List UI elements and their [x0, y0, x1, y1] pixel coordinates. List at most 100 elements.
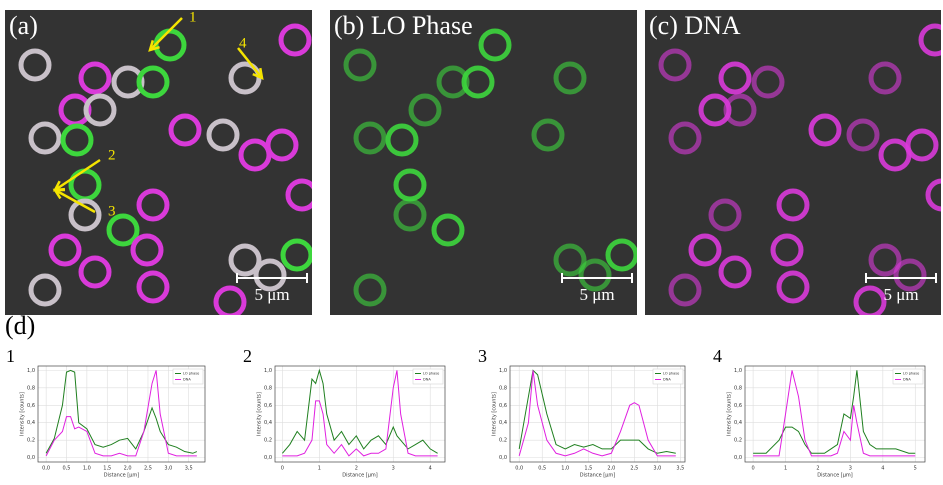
y-tick-label: 0,6	[734, 403, 742, 409]
data-line	[753, 370, 916, 454]
y-tick-label: 0,2	[264, 438, 272, 444]
chart-title: 3	[478, 346, 487, 366]
x-tick-label: 1	[318, 466, 321, 472]
arrow	[149, 17, 183, 51]
cell	[553, 243, 587, 277]
x-tick-label: 0,5	[538, 466, 546, 472]
cell	[28, 273, 62, 307]
chart: 2 0,0 0,2 0,4 0,6 0,8 1,0 0 1 2 3 4 Distance [µm] Int…	[243, 346, 446, 479]
y-tick-label: 0,2	[499, 438, 507, 444]
cell	[28, 121, 62, 155]
cell	[688, 233, 722, 267]
cell	[280, 238, 312, 272]
cell	[213, 285, 247, 315]
chart-title: 4	[713, 346, 722, 366]
x-tick-label: 2	[816, 466, 819, 472]
x-axis-label: Distance [µm]	[580, 473, 615, 479]
legend-label: DNA	[663, 378, 671, 382]
y-tick-label: 0,0	[27, 455, 35, 461]
x-tick-label: 4	[881, 466, 884, 472]
y-tick-label: 0,6	[499, 403, 507, 409]
data-line	[45, 370, 197, 457]
cell	[48, 233, 82, 267]
legend-box	[412, 368, 444, 385]
legend-box	[172, 368, 204, 385]
cell	[853, 285, 887, 315]
x-tick-label: 4	[429, 466, 432, 472]
x-tick-label: 2,0	[607, 466, 615, 472]
micrograph: (b) LO Phase 5 μm	[330, 10, 637, 315]
cell	[708, 198, 742, 232]
plot-frame	[744, 365, 926, 463]
x-tick-label: 1,5	[584, 466, 592, 472]
y-tick-label: 0,0	[499, 455, 507, 461]
data-line	[518, 370, 676, 457]
cell	[136, 65, 170, 99]
cell	[168, 113, 202, 147]
legend-box	[652, 368, 684, 385]
cell	[893, 258, 927, 292]
x-axis-label: Distance [µm]	[342, 473, 377, 479]
scale-label: 5 μm	[883, 285, 918, 304]
cell	[253, 258, 287, 292]
cell	[718, 61, 752, 95]
cell	[531, 118, 565, 152]
cell	[278, 23, 312, 57]
x-tick-label: 2	[355, 466, 358, 472]
cell	[868, 243, 902, 277]
y-tick-label: 0,0	[734, 455, 742, 461]
x-tick-label: 0	[281, 466, 284, 472]
x-tick-label: 2,0	[124, 466, 132, 472]
cell	[130, 233, 164, 267]
panel-label: (b) LO Phase	[334, 11, 473, 40]
cell	[68, 198, 102, 232]
y-tick-label: 0,2	[27, 438, 35, 444]
data-line	[518, 369, 676, 454]
x-tick-label: 1	[784, 466, 787, 472]
cell	[228, 243, 262, 277]
cell	[658, 48, 692, 82]
x-tick-label: 0,0	[515, 466, 523, 472]
arrow-head	[52, 188, 66, 200]
cell	[776, 188, 810, 222]
plot-frame	[274, 365, 446, 463]
cell	[723, 93, 757, 127]
y-tick-label: 1,0	[499, 368, 507, 374]
cell	[668, 121, 702, 155]
legend-label: DNA	[903, 378, 911, 382]
cell	[578, 258, 612, 292]
cell	[846, 118, 880, 152]
cell	[668, 273, 702, 307]
cell	[83, 93, 117, 127]
chart: 1 0,0 0,2 0,4 0,6 0,8 1,0 0,0 0,5 1,0 1,5 2,0 2,5 3,0…	[6, 346, 206, 479]
cell	[18, 48, 52, 82]
x-tick-label: 3,5	[185, 466, 193, 472]
data-line	[45, 369, 198, 454]
cell	[106, 213, 140, 247]
cell	[478, 28, 512, 62]
x-axis-label: Distance [µm]	[817, 473, 852, 479]
panel-label: (c) DNA	[649, 11, 741, 40]
chart-title: 2	[243, 346, 252, 366]
x-tick-label: 1,0	[561, 466, 569, 472]
arrow	[54, 158, 101, 192]
x-axis-label: Distance [µm]	[104, 473, 139, 479]
cell	[136, 270, 170, 304]
x-tick-label: 3,0	[164, 466, 172, 472]
y-tick-label: 0,4	[499, 420, 507, 426]
cell	[770, 233, 804, 267]
legend-box	[892, 368, 924, 385]
cell	[905, 128, 939, 162]
cell	[605, 238, 637, 272]
x-tick-label: 1,5	[103, 466, 111, 472]
cell	[78, 255, 112, 289]
y-tick-label: 0,4	[27, 420, 35, 426]
x-tick-label: 3,0	[653, 466, 661, 472]
y-tick-label: 0,4	[264, 420, 272, 426]
cells	[18, 23, 312, 315]
micrograph: (c) DNA 5 μm	[645, 10, 941, 315]
cell	[353, 121, 387, 155]
cell	[111, 65, 145, 99]
legend-label: LO phase	[423, 372, 439, 376]
y-tick-label: 1,0	[27, 368, 35, 374]
